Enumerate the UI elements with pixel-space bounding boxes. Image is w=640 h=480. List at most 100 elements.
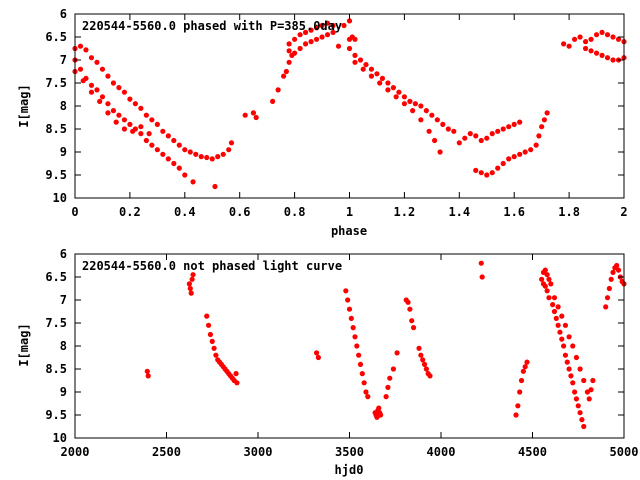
phased-data-point: [83, 47, 89, 53]
unphased-y-tick-label: 7.5: [45, 316, 67, 330]
unphased-axes: 2000 2500 3000 3500 4000 4500 5000 6 6.5 7 7.5 8 8.5…: [45, 247, 638, 459]
phased-data-point: [308, 39, 314, 45]
unphased-chart-title: 220544-5560.0 not phased light curve: [82, 259, 342, 273]
phased-data-point: [511, 121, 517, 127]
phased-data-point: [88, 82, 95, 88]
phased-y-tick-label: 7.5: [45, 76, 67, 90]
phased-data-point: [132, 101, 138, 107]
unphased-data-point: [188, 290, 194, 296]
phased-y-tick-label: 10: [53, 191, 67, 205]
phased-data-point: [204, 154, 210, 161]
phased-data-point: [250, 110, 257, 116]
phased-data-point: [484, 135, 490, 141]
phased-data-point: [582, 39, 589, 45]
phased-data-point: [176, 165, 182, 171]
unphased-x-tick-label: 4000: [427, 445, 456, 459]
phased-x-tick-label: 0.6: [229, 205, 251, 219]
unphased-data-point: [559, 336, 565, 342]
phased-data-point: [341, 22, 347, 29]
phased-data-point: [193, 151, 199, 157]
phased-data-point: [445, 126, 451, 132]
unphased-data-point: [420, 357, 426, 363]
phased-data-point: [484, 172, 490, 178]
unphased-data-point: [357, 361, 364, 367]
unphased-data-point: [520, 368, 526, 374]
unphased-data-point: [383, 394, 389, 400]
unphased-data-point: [588, 387, 594, 393]
unphased-data-point: [348, 315, 354, 321]
phased-data-point: [105, 110, 111, 116]
phased-data-point: [292, 36, 298, 42]
phased-data-point: [116, 85, 122, 91]
phased-data-point: [539, 124, 545, 130]
phased-data-point: [138, 124, 144, 130]
unphased-data-point: [211, 345, 217, 351]
unphased-data-point: [581, 423, 587, 430]
unphased-data-point: [405, 299, 411, 305]
unphased-x-tick-label: 5000: [610, 445, 639, 459]
phased-points: [72, 18, 627, 190]
unphased-y-tick-label: 6.5: [45, 270, 67, 284]
phased-data-point: [410, 108, 416, 114]
unphased-data-point: [517, 389, 523, 395]
phased-x-tick-label: 1.4: [448, 205, 470, 219]
unphased-data-point: [378, 412, 384, 418]
unphased-data-point: [356, 352, 362, 358]
phased-data-point: [462, 135, 468, 141]
unphased-data-point: [564, 359, 570, 365]
unphased-data-point: [207, 331, 214, 338]
unphased-data-point: [579, 417, 585, 423]
phased-x-tick-label: 0: [71, 205, 78, 219]
phased-data-point: [536, 133, 542, 139]
unphased-data-point: [515, 403, 521, 409]
unphased-data-point: [544, 288, 550, 294]
unphased-data-point: [550, 302, 556, 308]
unphased-data-point: [145, 373, 151, 379]
phased-data-point: [577, 34, 583, 40]
unphased-data-point: [590, 377, 596, 384]
phased-data-point: [88, 55, 95, 61]
unphased-data-point: [479, 274, 485, 280]
phased-data-point: [212, 183, 218, 190]
phased-data-point: [467, 131, 473, 137]
unphased-data-point: [522, 364, 528, 370]
phased-data-point: [226, 147, 232, 153]
phased-data-point: [286, 48, 292, 54]
phased-data-point: [127, 96, 133, 102]
phased-data-point: [165, 156, 171, 162]
phased-data-point: [198, 154, 204, 160]
unphased-data-point: [359, 371, 365, 377]
unphased-data-point: [186, 281, 192, 287]
phased-data-point: [426, 128, 432, 134]
phased-x-tick-label: 1.6: [503, 205, 525, 219]
phased-data-point: [506, 124, 512, 130]
phased-data-point: [379, 75, 386, 81]
unphased-data-point: [418, 352, 424, 358]
unphased-data-point: [561, 343, 567, 349]
phased-data-point: [283, 68, 289, 75]
unphased-data-point: [559, 313, 565, 319]
phased-data-point: [228, 140, 235, 146]
unphased-data-point: [577, 366, 583, 372]
phased-data-point: [149, 142, 155, 148]
phased-data-point: [286, 41, 292, 47]
phased-x-tick-label: 2: [620, 205, 627, 219]
phased-data-point: [377, 80, 383, 86]
unphased-data-point: [570, 343, 576, 349]
phased-data-point: [324, 20, 331, 26]
unphased-data-point: [546, 295, 552, 301]
unphased-data-point: [205, 322, 212, 328]
phased-data-point: [599, 29, 605, 35]
phased-data-point: [335, 43, 342, 49]
phased-data-point: [541, 117, 547, 123]
unphased-data-point: [190, 272, 196, 278]
unphased-data-point: [427, 373, 433, 379]
phased-data-point: [346, 45, 353, 52]
unphased-data-point: [614, 262, 620, 269]
phased-data-point: [171, 137, 177, 144]
unphased-data-point: [416, 345, 422, 351]
phased-data-point: [346, 18, 353, 24]
unphased-data-point: [548, 281, 554, 287]
unphased-data-point: [568, 373, 574, 379]
phased-data-point: [533, 142, 539, 148]
